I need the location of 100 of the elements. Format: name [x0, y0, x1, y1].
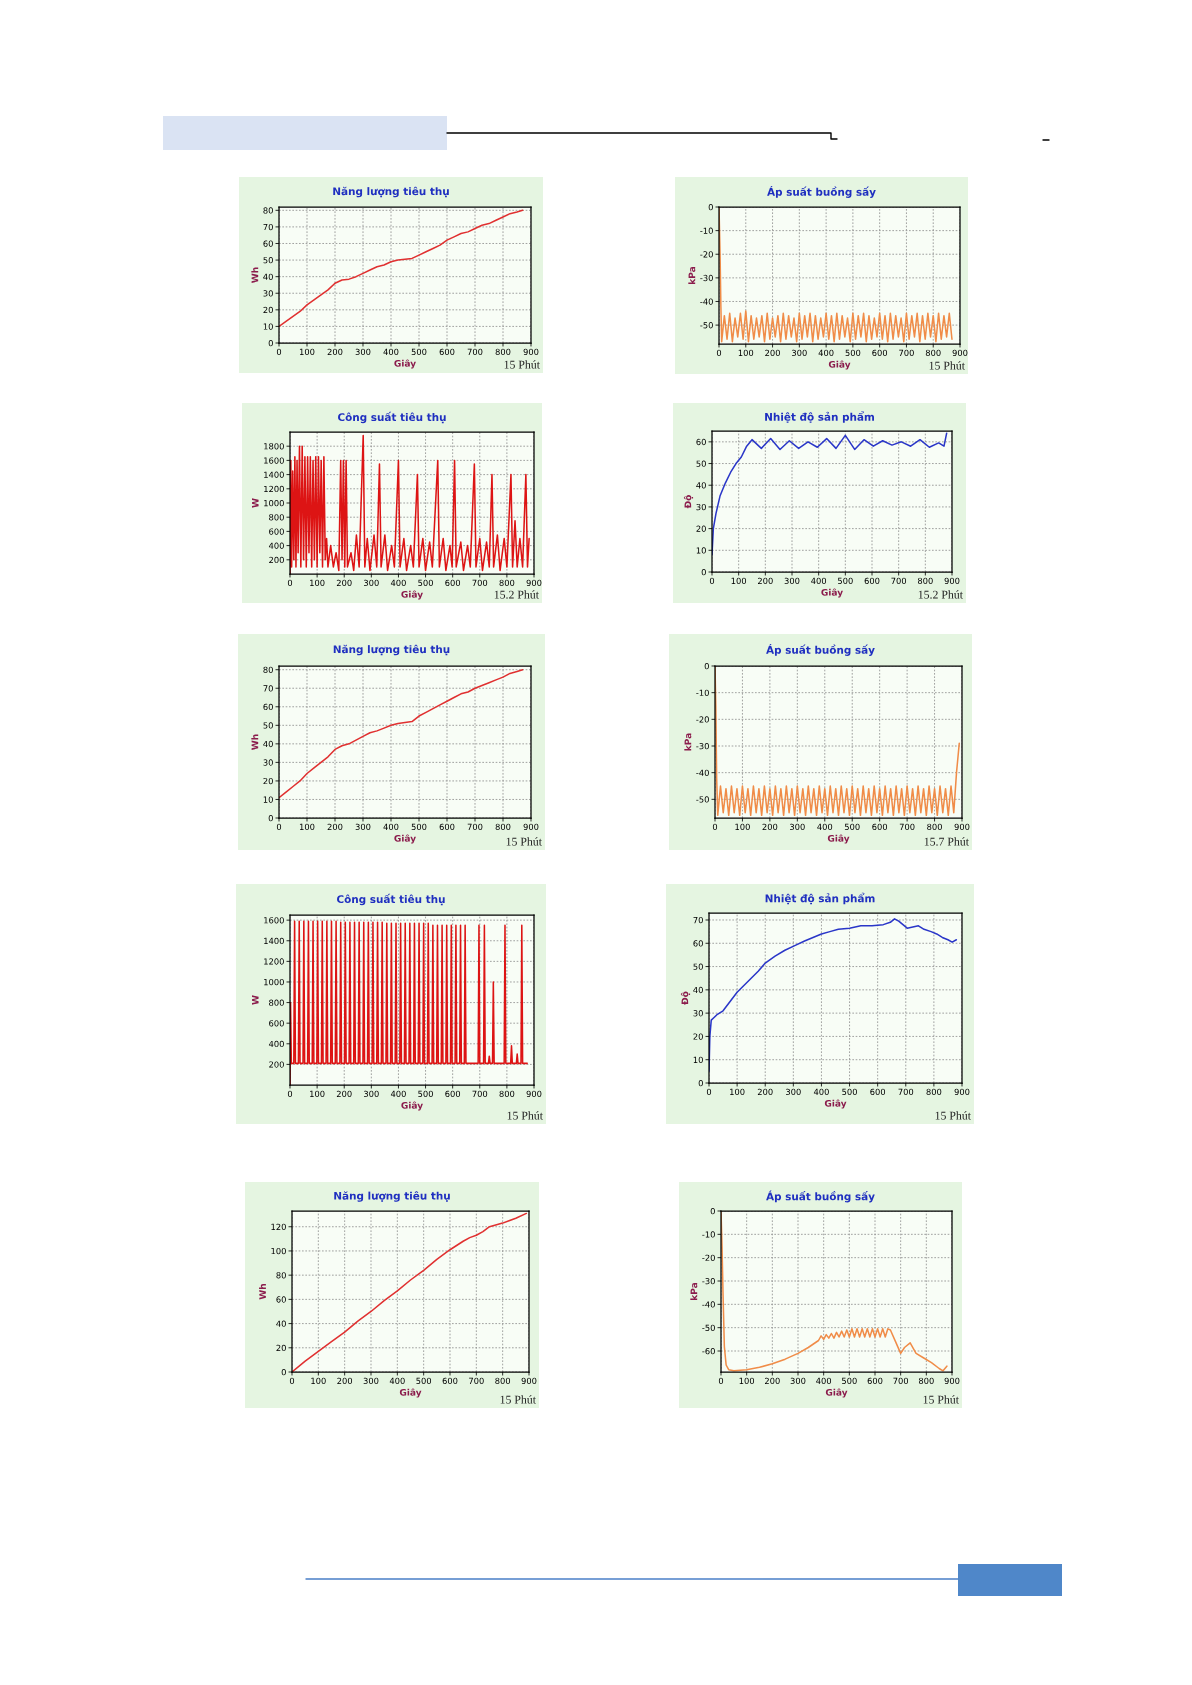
x-tick-label: 600: [439, 348, 455, 356]
x-tick-label: 500: [411, 823, 427, 831]
x-tick-label: 100: [311, 1377, 326, 1385]
y-tick-label: 200: [269, 556, 284, 564]
text: 15.2 Phút: [494, 590, 539, 599]
y-axis-title: kPa: [690, 1282, 698, 1300]
y-tick-label: -50: [700, 322, 713, 329]
x-tick-label: 100: [735, 823, 750, 831]
y-tick-label: -50: [702, 1324, 715, 1331]
x-tick-label: 500: [418, 579, 433, 587]
x-tick-label: 500: [416, 1377, 432, 1385]
x-tick-label: 600: [445, 1090, 461, 1098]
y-tick-label: 40: [263, 273, 273, 280]
text: 15.2 Phút: [918, 590, 963, 599]
y-tick-label: 0: [698, 1079, 703, 1087]
x-tick-label: 200: [765, 349, 780, 357]
y-tick-label: -10: [702, 1231, 715, 1238]
y-tick-label: -30: [696, 742, 709, 750]
x-tick-label: 800: [917, 577, 933, 585]
x-axis-title: Giây: [824, 1099, 847, 1109]
x-tick-label: 400: [389, 1377, 405, 1385]
y-tick-label: 800: [269, 999, 284, 1006]
y-tick-label: 0: [704, 662, 709, 670]
x-tick-label: 100: [299, 823, 315, 831]
x-axis-title: Giây: [401, 1101, 423, 1111]
y-tick-label: -30: [702, 1277, 715, 1285]
x-tick-label: 500: [418, 1090, 433, 1098]
x-tick-label: 600: [867, 1377, 883, 1385]
line-series: [279, 668, 524, 799]
x-tick-label: 300: [790, 823, 805, 831]
text: 15 Phút: [923, 1395, 959, 1404]
x-tick-label: 300: [784, 577, 800, 585]
x-tick-label: 400: [383, 823, 399, 831]
y-tick-label: 10: [696, 547, 706, 554]
line-series: [279, 209, 524, 328]
x-tick-label: 200: [757, 1088, 773, 1096]
text: 15 Phút: [507, 1111, 543, 1120]
x-tick-label: 0: [287, 579, 293, 587]
x-tick-label: 600: [870, 1088, 886, 1096]
y-tick-label: 800: [269, 514, 284, 521]
y-tick-label: -30: [700, 274, 713, 282]
x-tick-label: 900: [523, 823, 539, 831]
x-tick-label: 400: [811, 577, 827, 585]
y-tick-label: -10: [696, 689, 709, 696]
y-tick-label: 80: [263, 207, 273, 214]
y-axis-title: Độ: [680, 991, 691, 1005]
x-tick-label: 800: [495, 1377, 511, 1385]
y-tick-label: 40: [276, 1320, 286, 1327]
x-tick-label: 400: [813, 1088, 829, 1096]
text: 15.7 Phút: [924, 837, 969, 846]
x-axis-title: Giây: [821, 588, 843, 598]
y-tick-label: -50: [696, 796, 709, 803]
y-tick-label: 0: [268, 339, 273, 347]
y-axis-title: W: [252, 995, 259, 1005]
y-tick-label: 600: [269, 1020, 284, 1027]
y-tick-label: 1800: [264, 443, 284, 450]
x-tick-label: 700: [467, 348, 483, 356]
y-tick-label: 0: [701, 568, 706, 576]
y-tick-label: 20: [693, 1033, 703, 1040]
y-tick-label: 50: [263, 257, 273, 264]
y-tick-label: 0: [710, 1207, 715, 1215]
x-tick-label: 100: [731, 577, 747, 585]
chart-title: Năng lượng tiêu thụ: [333, 644, 450, 656]
x-tick-label: 700: [472, 1090, 488, 1098]
x-tick-label: 700: [898, 1088, 914, 1096]
x-tick-label: 600: [445, 579, 461, 587]
x-tick-label: 900: [526, 1090, 542, 1098]
x-tick-label: 500: [845, 349, 861, 357]
text: 15 Phút: [504, 360, 540, 369]
y-tick-label: 20: [263, 306, 273, 314]
x-tick-label: 500: [411, 348, 427, 356]
chart-title: Áp suất buồng sấy: [766, 644, 875, 656]
y-tick-label: 60: [696, 438, 706, 446]
x-tick-label: 800: [499, 1090, 515, 1098]
x-tick-label: 800: [495, 348, 511, 356]
x-tick-label: 200: [764, 1377, 780, 1385]
x-tick-label: 700: [472, 579, 488, 587]
y-tick-label: 1400: [264, 937, 284, 945]
x-tick-label: 200: [337, 1377, 353, 1385]
x-tick-label: 900: [944, 577, 960, 585]
y-tick-label: 50: [696, 460, 706, 467]
chart-title: Năng lượng tiêu thụ: [334, 1191, 450, 1202]
y-tick-label: 60: [263, 703, 273, 711]
y-tick-label: 40: [696, 482, 706, 489]
y-tick-label: -20: [700, 251, 713, 258]
x-tick-label: 100: [310, 1090, 325, 1098]
x-tick-label: 800: [499, 579, 515, 587]
x-tick-label: 600: [872, 823, 888, 831]
y-tick-label: -40: [702, 1301, 715, 1308]
y-tick-label: 30: [263, 759, 273, 766]
x-tick-label: 600: [864, 577, 880, 585]
x-tick-label: 0: [289, 1377, 295, 1385]
x-tick-label: 500: [842, 1377, 857, 1385]
x-tick-label: 700: [899, 349, 914, 357]
x-tick-label: 300: [790, 1377, 806, 1385]
x-tick-label: 200: [327, 348, 343, 356]
x-tick-label: 800: [925, 349, 941, 357]
x-tick-label: 600: [442, 1377, 458, 1385]
y-tick-label: 30: [693, 1010, 703, 1017]
text: 15 Phút: [500, 1395, 536, 1404]
